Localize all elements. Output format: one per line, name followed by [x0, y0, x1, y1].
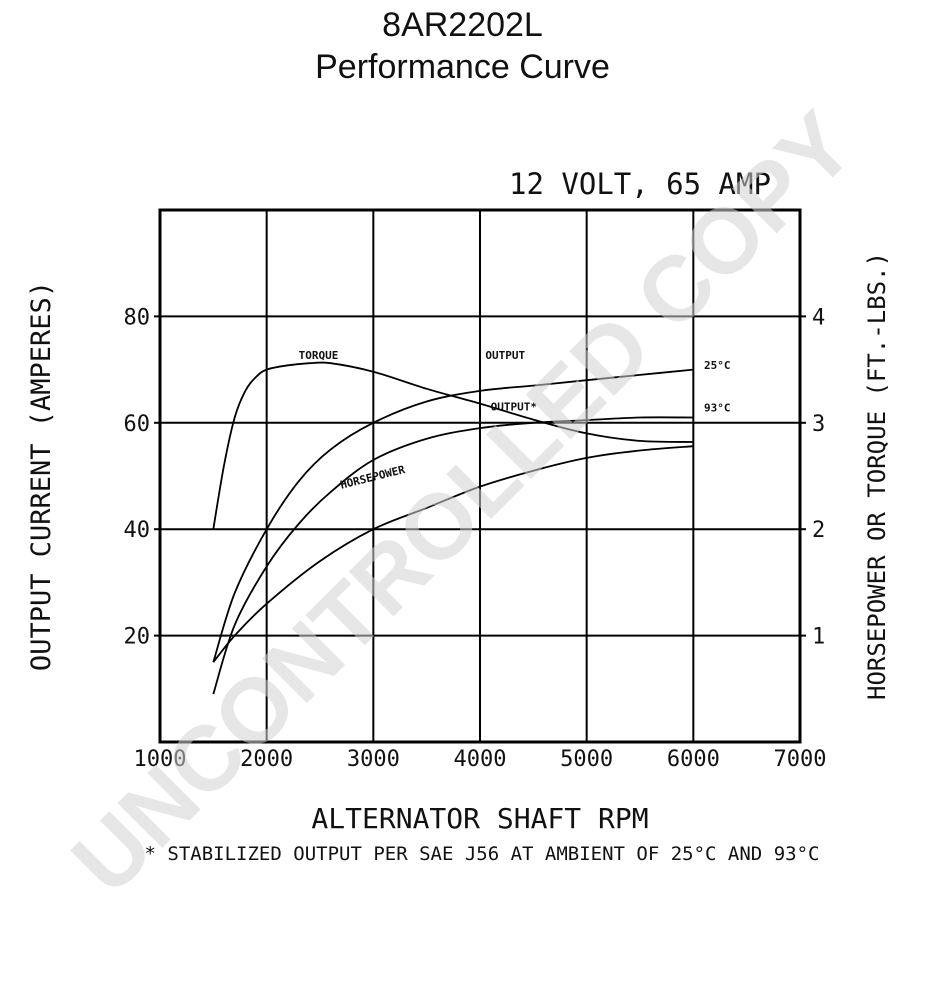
- chart-title: 8AR2202L: [382, 6, 543, 44]
- y2-tick-label: 4: [812, 305, 825, 330]
- watermark: UNCONTROLLED COPY: [53, 93, 873, 913]
- series-label: TORQUE: [299, 349, 339, 362]
- chart-heading: 12 VOLT, 65 AMP: [509, 167, 771, 201]
- series-line-horsepower-3: [212, 445, 694, 663]
- y-axis-label: OUTPUT CURRENT (AMPERES): [26, 281, 57, 671]
- y-tick-label: 40: [124, 518, 151, 543]
- x-tick-label: 4000: [454, 747, 507, 772]
- y2-axis-label: HORSEPOWER OR TORQUE (FT.-LBS.): [863, 252, 891, 700]
- tick-labels: 1000 2000 3000 4000 5000 6000 7000 20 40 60 80 1 2 3 4: [124, 305, 827, 772]
- chart-subtitle: Performance Curve: [315, 48, 610, 86]
- x-tick-label: 5000: [560, 747, 613, 772]
- y2-tick-label: 2: [812, 518, 825, 543]
- series-line-output-0: [212, 368, 694, 663]
- x-tick-label: 7000: [774, 747, 827, 772]
- y-tick-label: 80: [124, 305, 151, 330]
- x-axis-label: ALTERNATOR SHAFT RPM: [311, 802, 648, 835]
- curves: [212, 361, 694, 695]
- y2-tick-label: 1: [812, 625, 825, 650]
- x-tick-label: 3000: [347, 747, 400, 772]
- series-temp-label: 93°C: [704, 401, 731, 414]
- y-tick-label: 60: [124, 412, 151, 437]
- footnote: * STABILIZED OUTPUT PER SAE J56 AT AMBIE…: [145, 843, 820, 865]
- series-label: OUTPUT: [485, 349, 525, 362]
- y-tick-label: 20: [124, 625, 151, 650]
- x-tick-label: 1000: [134, 747, 187, 772]
- series-line-output-1: [212, 416, 694, 695]
- y2-tick-label: 3: [812, 412, 825, 437]
- series-line-torque-2: [212, 361, 694, 530]
- series-temp-label: 25°C: [704, 359, 731, 372]
- series-label: OUTPUT*: [491, 401, 537, 414]
- plot-frame: [158, 208, 802, 744]
- x-tick-label: 6000: [667, 747, 720, 772]
- x-tick-label: 2000: [240, 747, 293, 772]
